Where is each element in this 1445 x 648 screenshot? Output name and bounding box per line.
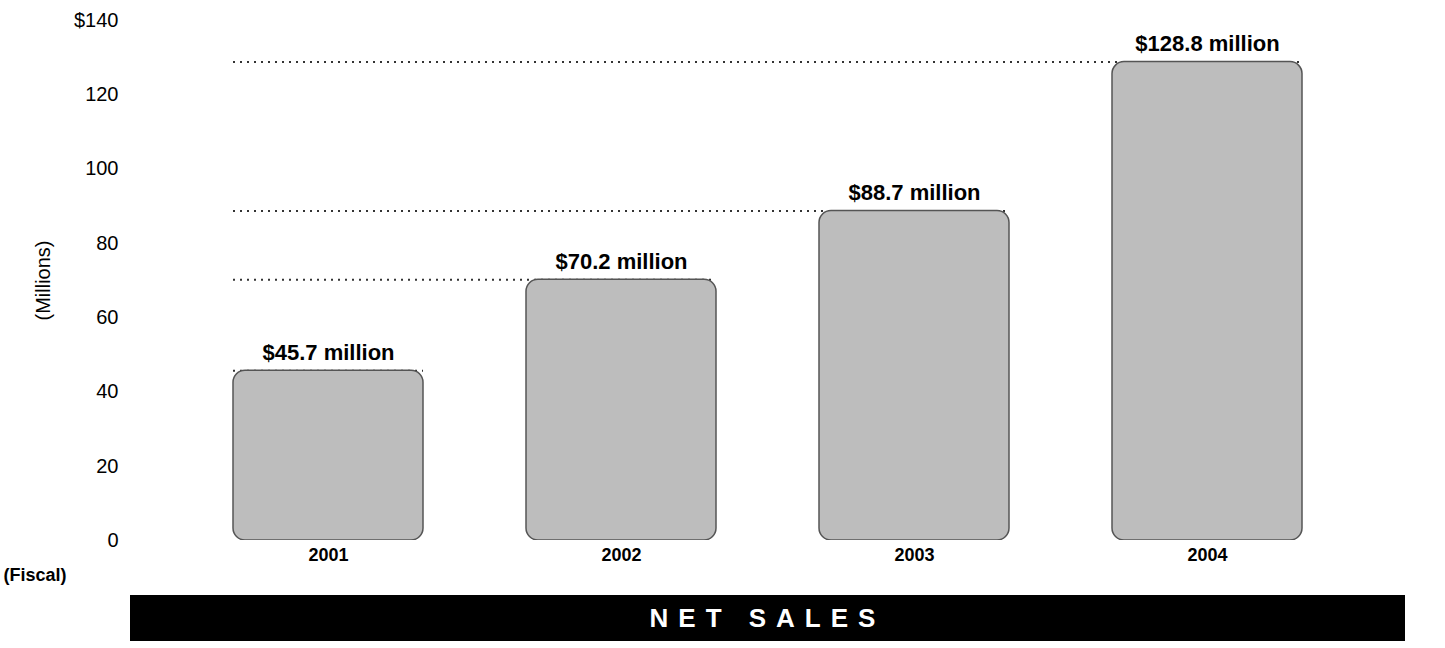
svg-text:(Millions): (Millions): [32, 241, 54, 321]
svg-text:$128.8 million: $128.8 million: [1135, 31, 1279, 56]
svg-text:$88.7 million: $88.7 million: [848, 180, 980, 205]
svg-text:$70.2 million: $70.2 million: [555, 249, 687, 274]
svg-text:80: 80: [96, 232, 118, 254]
svg-text:100: 100: [85, 157, 118, 179]
svg-text:40: 40: [96, 380, 118, 402]
svg-text:$140: $140: [74, 9, 119, 31]
svg-text:0: 0: [107, 529, 118, 551]
svg-text:2001: 2001: [308, 545, 348, 565]
svg-text:120: 120: [85, 83, 118, 105]
svg-text:2003: 2003: [894, 545, 934, 565]
svg-text:60: 60: [96, 306, 118, 328]
svg-text:$45.7 million: $45.7 million: [262, 339, 395, 365]
svg-text:2004: 2004: [1187, 545, 1227, 565]
svg-text:2002: 2002: [601, 545, 641, 565]
html-text:NET SALES: NET SALES: [649, 603, 886, 633]
svg-text:20: 20: [96, 455, 118, 477]
svg-text:(Fiscal): (Fiscal): [4, 565, 67, 585]
